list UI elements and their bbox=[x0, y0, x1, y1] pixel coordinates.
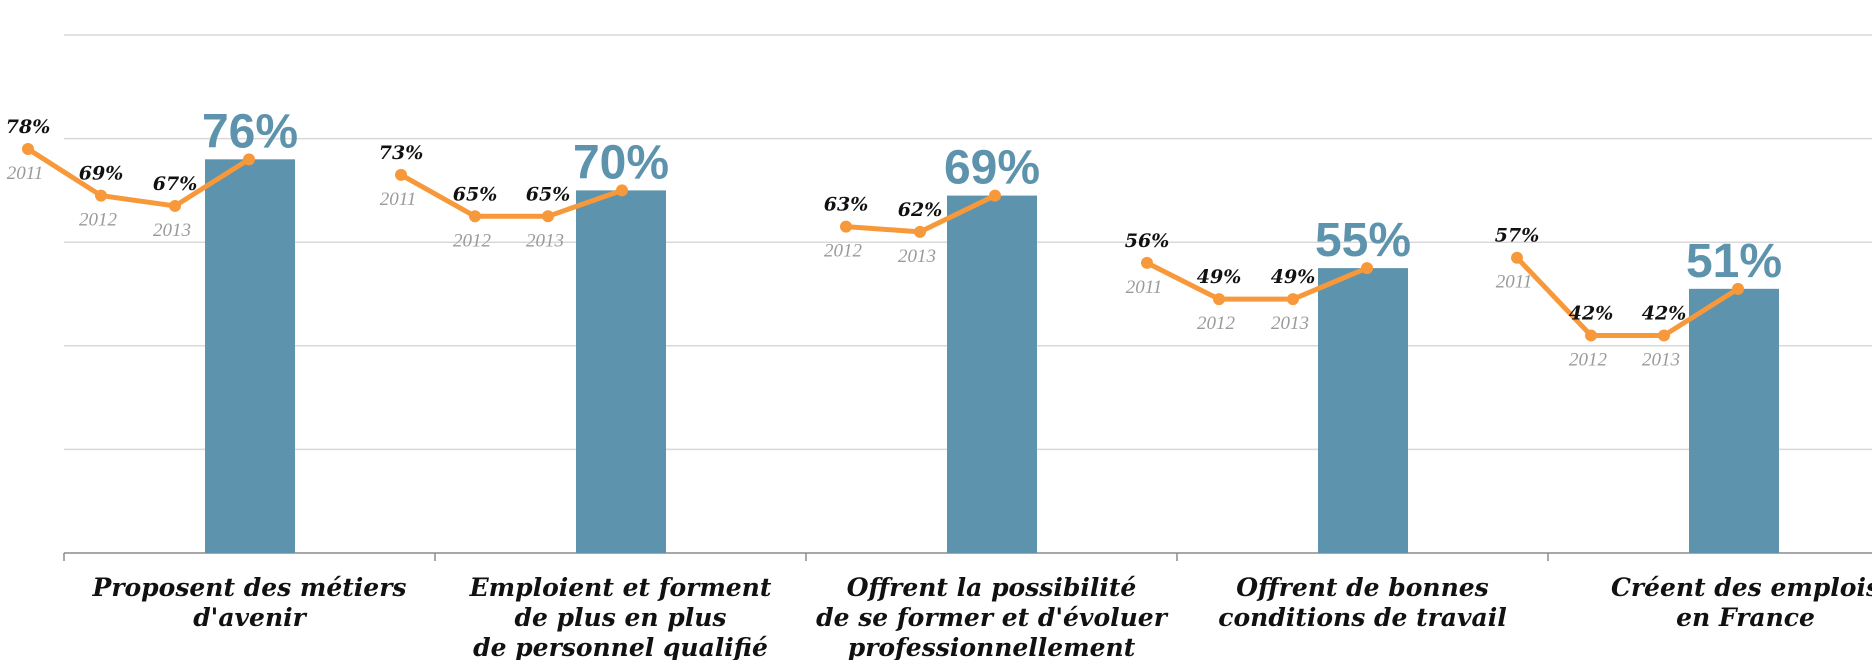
bar bbox=[1318, 268, 1408, 553]
trend-year-label: 2012 bbox=[1197, 313, 1236, 334]
bar bbox=[576, 190, 666, 553]
bars bbox=[205, 159, 1779, 553]
category-label: conditions de travail bbox=[1218, 603, 1506, 632]
bar bbox=[947, 195, 1037, 553]
trend-point bbox=[469, 210, 481, 223]
trend-point bbox=[1732, 282, 1744, 295]
trend-year-label: 2011 bbox=[1496, 272, 1533, 293]
trend-value-label: 73% bbox=[379, 142, 424, 164]
trend-year-label: 2011 bbox=[7, 163, 44, 184]
trend-point bbox=[616, 184, 628, 197]
trend-point bbox=[1585, 329, 1597, 342]
trend-year-label: 2013 bbox=[1271, 313, 1309, 334]
data-labels: 76% 70% 69% 55% 51% 78% 2011 69% 2012 67% 2013 73% 2… bbox=[6, 105, 1782, 370]
bar-value-label: 70% bbox=[573, 136, 669, 189]
category-label: en France bbox=[1676, 603, 1815, 632]
trend-line bbox=[26, 146, 251, 209]
trend-point bbox=[169, 199, 181, 212]
x-axis bbox=[63, 552, 1872, 561]
trend-year-label: 2012 bbox=[79, 210, 118, 231]
category-label: de plus en plus bbox=[514, 603, 726, 632]
trend-point bbox=[1213, 293, 1225, 306]
bar bbox=[1689, 288, 1779, 553]
trend-value-label: 42% bbox=[1569, 302, 1614, 324]
trend-point bbox=[542, 210, 554, 223]
trend-point bbox=[395, 168, 407, 181]
bar bbox=[205, 159, 295, 553]
trend-line bbox=[399, 172, 623, 219]
trend-value-label: 62% bbox=[898, 199, 943, 221]
category-label: Proposent des métiers bbox=[92, 573, 407, 602]
trend-lines bbox=[22, 142, 1744, 342]
trend-line bbox=[1145, 260, 1368, 302]
trend-year-label: 2013 bbox=[526, 230, 564, 251]
trend-point bbox=[840, 220, 852, 233]
trend-value-label: 42% bbox=[1642, 302, 1687, 324]
trend-year-label: 2012 bbox=[453, 230, 492, 251]
trend-point bbox=[1658, 329, 1670, 342]
category-label: de se former et d'évoluer bbox=[816, 603, 1169, 632]
trend-year-label: 2013 bbox=[898, 246, 936, 267]
trend-point bbox=[989, 189, 1001, 202]
category-label: de personnel qualifié bbox=[473, 633, 768, 660]
category-label: professionnellement bbox=[848, 633, 1136, 660]
trend-value-label: 65% bbox=[526, 183, 571, 205]
category-label: Créent des emplois bbox=[1611, 573, 1872, 602]
bar-value-label: 69% bbox=[944, 142, 1040, 195]
category-label: Offrent la possibilité bbox=[847, 573, 1137, 602]
trend-point bbox=[22, 142, 34, 155]
trend-point bbox=[914, 225, 926, 238]
trend-point bbox=[1511, 251, 1523, 264]
trend-value-label: 78% bbox=[6, 116, 51, 138]
trend-point bbox=[1287, 293, 1299, 306]
trend-year-label: 2012 bbox=[824, 241, 863, 262]
category-label: Offrent de bonnes bbox=[1236, 573, 1489, 602]
category-label: Emploient et forment bbox=[469, 573, 772, 602]
trend-value-label: 67% bbox=[153, 173, 198, 195]
trend-value-label: 49% bbox=[1197, 266, 1242, 288]
trend-value-label: 65% bbox=[453, 183, 498, 205]
trend-year-label: 2011 bbox=[380, 189, 417, 210]
bar-value-label: 51% bbox=[1686, 235, 1782, 288]
trend-year-label: 2013 bbox=[1642, 349, 1680, 370]
category-label: d'avenir bbox=[193, 603, 307, 632]
trend-year-label: 2012 bbox=[1569, 349, 1608, 370]
trend-point bbox=[1141, 256, 1153, 269]
trend-value-label: 57% bbox=[1495, 225, 1540, 247]
trend-value-label: 63% bbox=[824, 194, 869, 216]
trend-year-label: 2013 bbox=[153, 220, 191, 241]
trend-line bbox=[1515, 256, 1740, 338]
trend-value-label: 56% bbox=[1125, 230, 1170, 252]
trend-year-label: 2011 bbox=[1126, 277, 1163, 298]
trend-point bbox=[95, 189, 107, 202]
trend-value-label: 69% bbox=[79, 163, 124, 185]
trend-point bbox=[243, 153, 255, 166]
bar-value-label: 55% bbox=[1315, 214, 1411, 267]
bar-value-label: 76% bbox=[202, 105, 298, 158]
trend-value-label: 49% bbox=[1271, 266, 1316, 288]
trend-point bbox=[1361, 262, 1373, 275]
